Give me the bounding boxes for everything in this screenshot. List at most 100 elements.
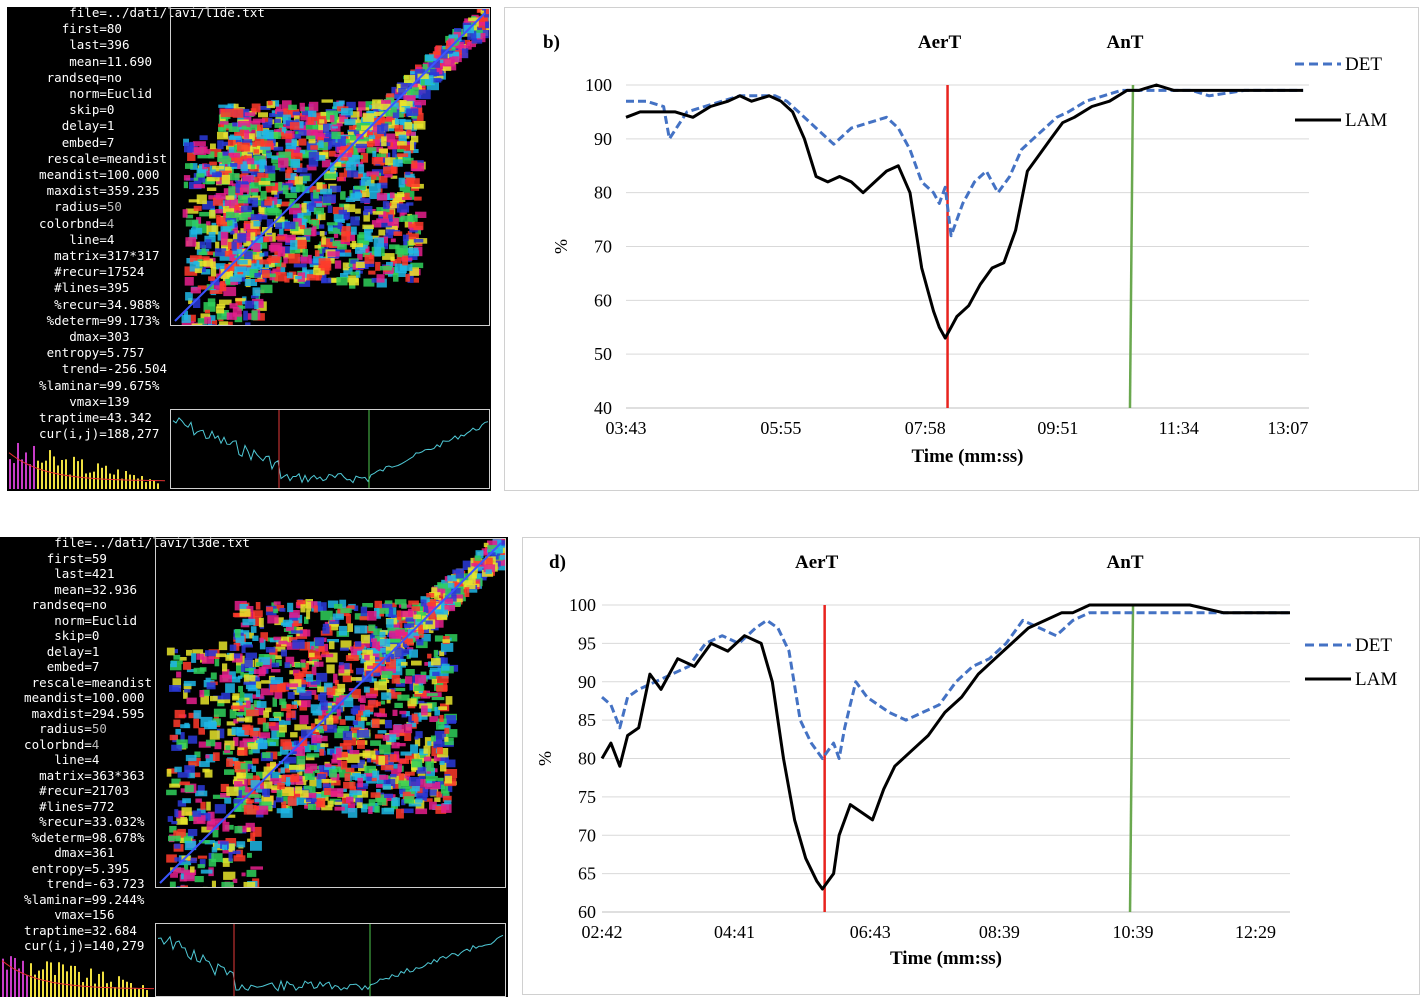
rqa-param-key: maxdist=	[32, 706, 92, 721]
recurrence-cell	[442, 639, 450, 643]
recurrence-cell	[443, 66, 451, 71]
recurrence-cell	[380, 639, 390, 647]
recurrence-cell	[281, 809, 293, 818]
recurrence-cell	[281, 623, 290, 626]
histogram-bar	[25, 452, 27, 489]
recurrence-cell	[320, 231, 325, 236]
recurrence-cell	[295, 276, 302, 279]
recurrence-cell	[265, 166, 275, 174]
recurrence-cell	[317, 774, 326, 780]
recurrence-cell	[253, 728, 259, 731]
recurrence-cell	[408, 601, 419, 605]
histogram-bar	[113, 475, 115, 489]
recurrence-cell	[312, 667, 317, 676]
rqa-param-line: vmax=156	[54, 907, 114, 923]
recurrence-cell	[232, 242, 237, 251]
recurrence-cell	[340, 608, 351, 613]
recurrence-cell	[179, 657, 186, 661]
recurrence-cell	[285, 170, 290, 179]
rqa-param-key: delay=	[62, 118, 107, 133]
recurrence-cell	[414, 278, 419, 283]
rqa-param-value: 396	[107, 37, 130, 52]
recurrence-cell	[329, 142, 341, 147]
recurrence-cell	[214, 709, 226, 717]
recurrence-cell	[400, 107, 405, 112]
recurrence-cell	[465, 587, 470, 597]
y-axis-title: %	[551, 239, 571, 254]
recurrence-cell	[306, 136, 315, 140]
recurrence-cell	[235, 629, 241, 638]
recurrence-cell	[337, 244, 347, 250]
rqa-param-line: %recur=34.988%	[54, 297, 159, 313]
recurrence-cell	[235, 769, 246, 772]
recurrence-cell	[324, 174, 337, 179]
recurrence-cell	[380, 648, 386, 653]
x-tick-label: 07:58	[905, 418, 946, 438]
recurrence-cell	[241, 184, 250, 192]
rqa-param-value: 34.988%	[107, 297, 160, 312]
rqa-param-line: #lines=395	[54, 280, 129, 296]
recurrence-cell	[269, 718, 279, 721]
recurrence-cell	[231, 706, 244, 710]
y-tick-label: 50	[594, 344, 612, 364]
recurrence-cell	[357, 730, 370, 738]
recurrence-cell	[278, 158, 289, 168]
histogram-bar	[97, 463, 99, 489]
recurrence-cell	[268, 101, 273, 106]
recurrence-cell	[390, 774, 397, 777]
legend-label-det: DET	[1345, 54, 1382, 75]
histogram-bar	[70, 966, 72, 997]
y-tick-label: 60	[594, 290, 612, 310]
recurrence-cell	[371, 638, 377, 642]
ant-label: AnT	[1107, 552, 1144, 573]
recurrence-plot	[170, 8, 490, 326]
recurrence-cell	[388, 608, 393, 618]
recurrence-cell	[400, 759, 409, 764]
rqa-param-line: randseq=no	[47, 70, 122, 86]
rqa-param-value: 59	[92, 551, 107, 566]
recurrence-cell	[391, 689, 395, 693]
recurrence-cell	[256, 689, 260, 697]
recurrence-cell	[223, 872, 235, 880]
recurrence-cell	[204, 164, 210, 167]
recurrence-cell	[187, 698, 197, 705]
recurrence-cell	[329, 769, 337, 778]
x-tick-label: 09:51	[1037, 418, 1078, 438]
recurrence-cell	[322, 627, 329, 634]
rqa-param-line: embed=7	[47, 659, 100, 675]
y-gridlines	[626, 85, 1309, 408]
rqa-param-line: dmax=361	[54, 845, 114, 861]
recurrence-cell	[278, 641, 287, 645]
x-tick-label: 13:07	[1267, 418, 1308, 438]
rqa-param-value: 317*317	[107, 248, 160, 263]
recurrence-cell	[300, 103, 305, 112]
recurrence-cell	[346, 797, 354, 803]
recurrence-cell	[410, 744, 418, 753]
recurrence-cell	[337, 709, 341, 716]
recurrence-cell	[199, 252, 208, 256]
recurrence-cell	[235, 712, 246, 715]
recurrence-cell	[397, 153, 408, 157]
recurrence-cell	[287, 683, 299, 687]
recurrence-cell	[184, 765, 195, 773]
recurrence-cell	[195, 799, 202, 803]
recurrence-cell	[339, 665, 345, 673]
recurrence-cell	[205, 239, 211, 248]
recurrence-cell	[289, 765, 300, 770]
recurrence-cell	[323, 194, 336, 203]
rqa-param-line: %recur=33.032%	[39, 814, 144, 830]
recurrence-cell	[338, 222, 342, 229]
recurrence-cell	[326, 718, 333, 725]
recurrence-cell	[174, 844, 180, 849]
recurrence-cell	[192, 324, 203, 326]
recurrence-cell	[340, 648, 349, 651]
recurrence-cell	[335, 260, 341, 268]
recurrence-cell	[297, 240, 307, 249]
recurrence-cell	[325, 764, 332, 768]
recurrence-cell	[436, 721, 444, 729]
recurrence-cell	[174, 767, 181, 773]
rqa-param-value: 100.000	[92, 690, 145, 705]
recurrence-cell	[399, 773, 404, 780]
recurrence-cell	[211, 853, 222, 862]
series-line-det	[602, 613, 1290, 759]
